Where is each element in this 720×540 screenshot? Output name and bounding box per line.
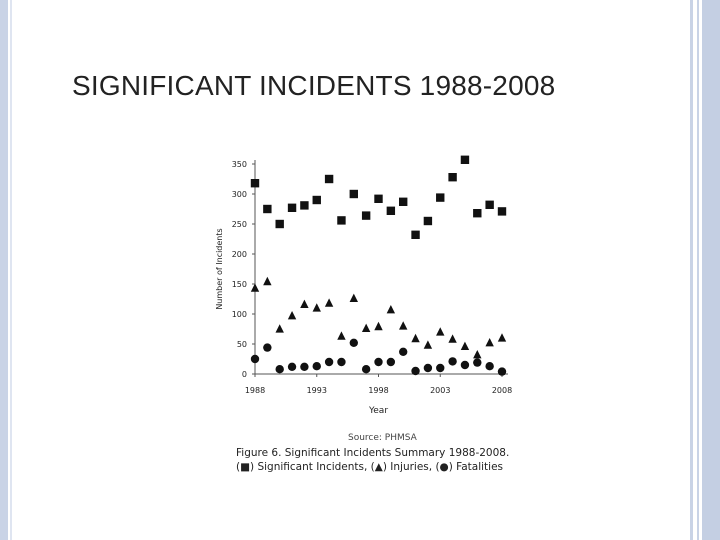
incident-point <box>287 203 297 212</box>
incident-point <box>423 216 433 226</box>
incident-point <box>485 200 494 209</box>
fatality-point <box>485 362 494 371</box>
y-tick-label: 150 <box>232 280 247 289</box>
fatality-point <box>300 362 309 371</box>
fatality-point <box>250 354 260 364</box>
incident-point <box>386 206 396 215</box>
fatality-point <box>324 357 334 367</box>
fatality-point <box>460 360 470 370</box>
y-tick-label: 50 <box>237 340 247 349</box>
fatality-point <box>399 347 408 356</box>
injury-point <box>312 303 321 312</box>
incident-point <box>349 189 358 199</box>
incident-point <box>497 207 507 216</box>
injury-point <box>460 341 470 350</box>
left-accent-bar <box>0 0 8 540</box>
chart-marks <box>250 155 507 376</box>
injury-point <box>337 331 346 340</box>
incident-point <box>448 173 457 182</box>
fatality-point <box>423 363 433 373</box>
injury-point <box>423 340 433 349</box>
injury-point <box>349 293 358 302</box>
injury-point <box>263 276 272 286</box>
injury-point <box>473 350 482 359</box>
incident-point <box>324 174 334 184</box>
fatality-point <box>374 357 383 367</box>
fatality-point <box>312 362 321 371</box>
y-tick-label: 200 <box>232 250 247 259</box>
figure-legend-caption: (■) Significant Incidents, (▲) Injuries,… <box>236 461 504 473</box>
y-tick-label: 250 <box>232 220 247 229</box>
x-tick-label: 1988 <box>245 386 265 395</box>
chart-axes: 0 50 100 150 200 250 300 350 1988 1993 1998 2003 200… <box>232 160 512 395</box>
incident-point <box>263 204 272 214</box>
y-tick-label: 300 <box>232 190 247 199</box>
incident-point <box>460 155 470 164</box>
fatality-point <box>436 363 445 373</box>
incident-point <box>312 195 321 205</box>
fatality-point <box>263 343 272 352</box>
x-tick-label: 2008 <box>492 386 512 395</box>
fatality-point <box>337 357 346 367</box>
injury-point <box>275 324 284 333</box>
fatality-point <box>275 365 284 374</box>
injury-point <box>324 298 334 307</box>
figure-caption: Figure 6. Significant Incidents Summary … <box>236 447 510 459</box>
incident-point <box>374 194 383 203</box>
fatality-point <box>448 357 457 366</box>
injury-point <box>361 323 371 332</box>
fatality-point <box>361 365 371 374</box>
fatality-point <box>411 366 420 376</box>
slide-title: SIGNIFICANT INCIDENTS 1988-2008 <box>72 70 556 101</box>
right-accent-line-2 <box>697 0 699 540</box>
left-accent-line <box>10 0 12 540</box>
fatality-point <box>349 338 358 347</box>
right-accent-bars <box>690 0 720 540</box>
fatality-point <box>386 357 396 367</box>
injury-point <box>436 327 445 336</box>
x-tick-label: 1993 <box>307 386 327 395</box>
incident-point <box>473 209 482 218</box>
injury-point <box>497 333 507 342</box>
fatality-point <box>473 358 482 367</box>
y-tick-label: 0 <box>242 370 247 379</box>
injury-point <box>399 321 408 330</box>
fatality-point <box>287 362 297 371</box>
incident-point <box>411 230 420 239</box>
incident-point <box>275 219 284 229</box>
injury-point <box>300 299 309 308</box>
incident-point <box>300 201 309 210</box>
injury-point <box>448 334 457 343</box>
x-tick-label: 1998 <box>368 386 388 395</box>
injury-point <box>386 305 396 314</box>
injury-point <box>485 338 494 347</box>
incident-point <box>361 211 371 220</box>
y-tick-label: 100 <box>232 310 247 319</box>
x-axis-label: Year <box>368 406 388 416</box>
figure-source: Source: PHMSA <box>348 433 417 443</box>
incident-point <box>399 197 408 206</box>
injury-point <box>250 283 260 292</box>
fatality-point <box>497 367 507 376</box>
x-tick-label: 2003 <box>430 386 450 395</box>
y-axis-label: Number of Incidents <box>215 228 224 309</box>
incident-point <box>436 193 445 202</box>
injury-point <box>287 311 297 320</box>
right-accent-bar <box>702 0 720 540</box>
incident-point <box>250 179 260 188</box>
injury-point <box>411 333 420 343</box>
right-accent-line-1 <box>690 0 693 540</box>
injury-point <box>374 321 383 331</box>
y-tick-label: 350 <box>232 160 247 169</box>
incident-point <box>337 216 346 225</box>
